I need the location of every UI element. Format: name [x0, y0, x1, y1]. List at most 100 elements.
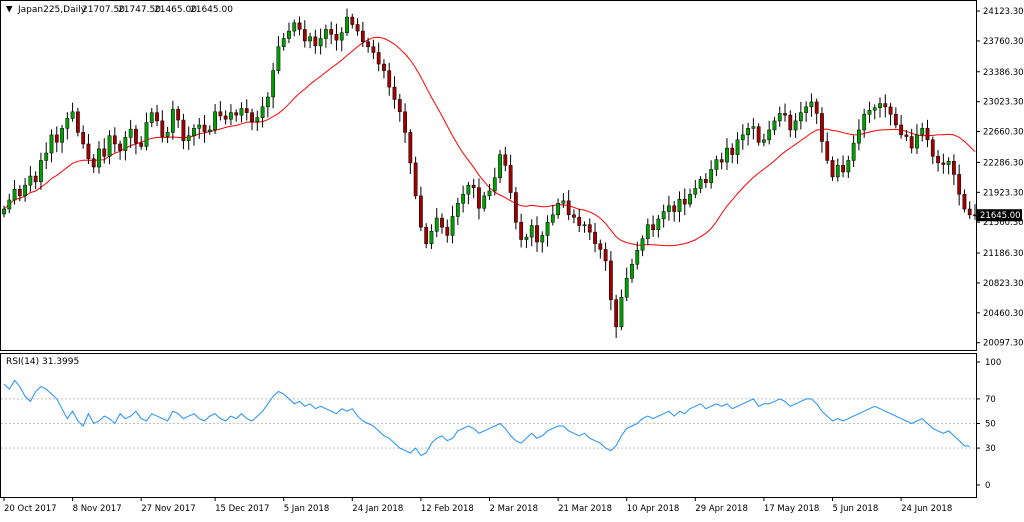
candle-body: [302, 29, 307, 42]
candle-body: [144, 122, 149, 147]
candle-body: [878, 103, 882, 108]
price-tick-label: 20823.30: [983, 279, 1024, 289]
candle-body: [772, 120, 777, 131]
last-price-layer: 21645.00: [976, 209, 1022, 222]
candle-body: [572, 214, 576, 218]
candle-body: [292, 22, 297, 32]
candle-body: [112, 135, 117, 145]
candle-body: [466, 184, 471, 195]
candle-body: [229, 112, 233, 120]
candle-body: [371, 46, 376, 53]
candle-body: [746, 128, 750, 136]
candle-body: [513, 192, 518, 223]
candle-body: [957, 174, 962, 195]
candle-body: [756, 126, 761, 143]
candle-body: [419, 195, 423, 228]
candle-body: [582, 224, 587, 226]
candle-body: [893, 114, 898, 126]
candle-body: [688, 193, 692, 205]
rsi-label: RSI(14): [6, 357, 39, 367]
candle-body: [598, 243, 603, 250]
date-tick-label: 5 Jan 2018: [284, 504, 330, 514]
date-axis: 20 Oct 2017 8 Nov 2017 27 Nov 2017 15 Dec 2…: [3, 497, 952, 514]
candle-body: [12, 189, 17, 201]
candle-body: [825, 141, 830, 161]
rsi-tick-label: 0: [985, 481, 990, 491]
candle-body: [49, 134, 54, 154]
price-tick-label: 22660.30: [983, 128, 1024, 138]
price-tick-label: 21186.30: [983, 249, 1024, 259]
candle-body: [60, 128, 64, 143]
symbol-label: Japan225,Daily: [17, 5, 87, 15]
candle-body: [250, 112, 254, 122]
candle-body: [899, 124, 904, 136]
candle-body: [160, 120, 165, 137]
candle-body: [909, 136, 914, 149]
candle-body: [682, 198, 687, 205]
candle-body: [740, 134, 745, 141]
candle-body: [355, 24, 360, 32]
candle-body: [213, 111, 217, 131]
candle-body: [645, 224, 650, 239]
candles-layer: [2, 8, 977, 339]
candle-body: [714, 159, 719, 170]
indicator-panel: 100 70 50 30 0 RSI(14) 31.3995: [1, 357, 1001, 491]
price-tick-label: 23760.30: [983, 37, 1024, 47]
candle-body: [608, 260, 613, 300]
main-panel-frame: [0, 0, 977, 351]
date-tick-label: 21 Mar 2018: [558, 504, 612, 514]
candle-body: [170, 109, 175, 133]
candle-body: [667, 205, 671, 212]
candle-body: [624, 278, 629, 298]
candle-body: [545, 221, 550, 236]
candle-body: [234, 112, 239, 116]
candle-body: [287, 30, 291, 39]
candle-body: [192, 128, 196, 136]
candle-body: [830, 160, 835, 178]
open-value: 21707.50: [82, 5, 125, 15]
date-tick-label: 20 Oct 2017: [4, 504, 57, 514]
candle-body: [107, 135, 112, 157]
rsi-tick-label: 100: [985, 358, 1001, 368]
candle-body: [698, 179, 703, 189]
candle-body: [524, 236, 529, 240]
candle-body: [102, 148, 107, 157]
candle-body: [455, 203, 460, 217]
candle-body: [672, 205, 677, 212]
price-tick-label: 21560.30: [983, 218, 1024, 228]
candle-body: [550, 214, 555, 223]
rsi-tick-label: 30: [985, 444, 996, 454]
rsi-axis: 100 70 50 30 0: [1, 358, 1001, 491]
candle-body: [788, 114, 793, 131]
candle-body: [751, 126, 756, 129]
candle-body: [392, 86, 397, 100]
dropdown-triangle-icon[interactable]: ▼: [6, 5, 13, 15]
candle-body: [867, 109, 872, 115]
candle-body: [408, 132, 413, 164]
candle-body: [952, 161, 956, 175]
candle-body: [308, 36, 312, 42]
rsi-tick-label: 50: [985, 420, 996, 430]
candle-body: [318, 38, 323, 47]
candle-body: [324, 29, 328, 39]
candle-body: [492, 177, 497, 192]
candle-body: [556, 203, 560, 216]
candle-body: [841, 165, 845, 173]
candle-body: [165, 132, 170, 137]
date-tick-label: 5 Jun 2018: [833, 504, 879, 514]
candle-body: [271, 70, 276, 98]
candle-body: [503, 154, 508, 166]
indicator-panel-frame: [0, 353, 977, 498]
candle-body: [693, 188, 698, 195]
candle-body: [265, 96, 270, 108]
candle-body: [477, 187, 481, 209]
price-tick-label: 22286.30: [983, 158, 1024, 168]
candle-body: [345, 16, 349, 33]
date-tick-label: 17 May 2018: [764, 504, 819, 514]
candle-body: [804, 106, 809, 113]
candle-body: [814, 101, 819, 114]
date-tick-label: 8 Nov 2017: [73, 504, 122, 514]
candle-body: [350, 16, 355, 25]
candle-body: [566, 200, 571, 216]
